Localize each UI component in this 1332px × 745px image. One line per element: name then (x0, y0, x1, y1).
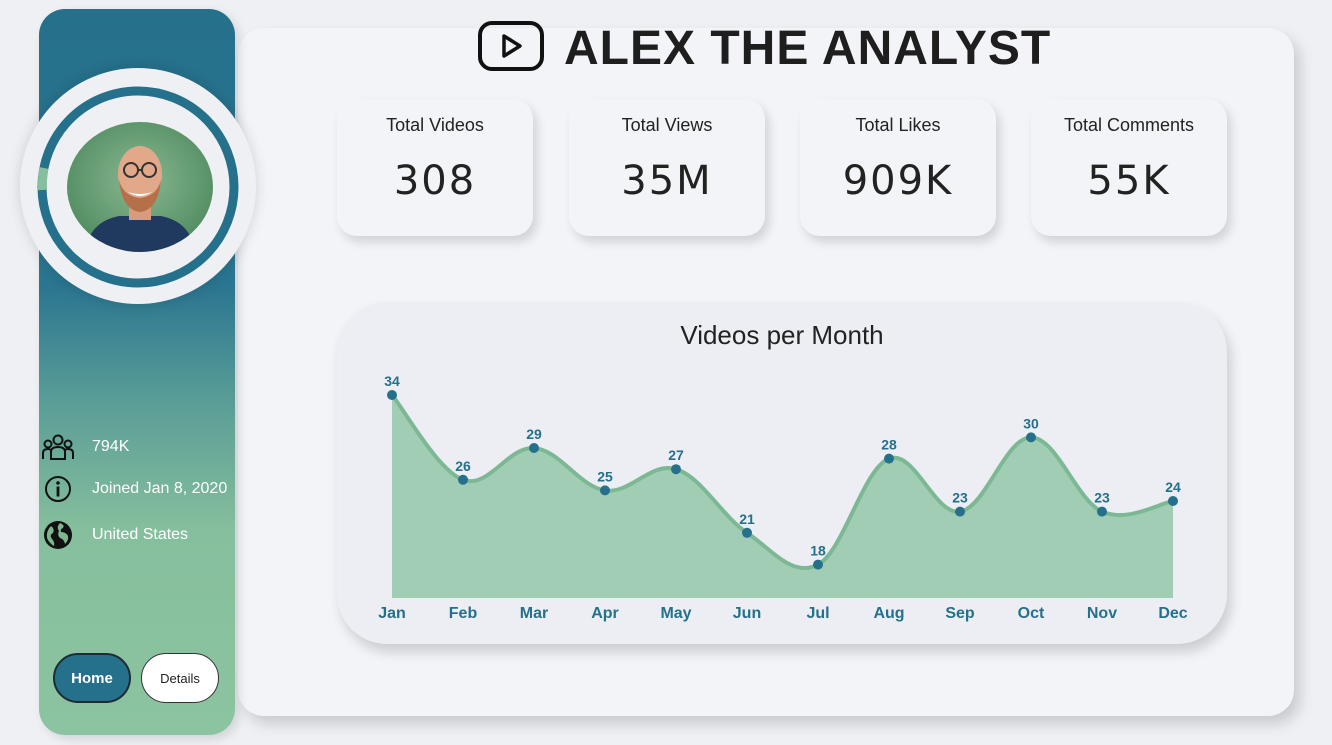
data-label: 34 (384, 373, 400, 389)
joined-row: Joined Jan 8, 2020 (42, 474, 227, 504)
x-tick-label: Oct (1018, 605, 1045, 622)
home-button[interactable]: Home (53, 653, 131, 703)
kpi-total-views: Total Views 35M (569, 99, 765, 236)
profile-photo (67, 122, 213, 252)
data-label: 18 (810, 543, 826, 559)
data-point[interactable] (671, 464, 681, 475)
x-tick-label: Nov (1087, 605, 1117, 622)
x-tick-label: Sep (945, 605, 975, 622)
data-label: 23 (1094, 490, 1110, 506)
country: United States (92, 526, 189, 543)
globe-icon (42, 520, 74, 550)
page-header: ALEX THE ANALYST (478, 18, 1051, 78)
x-tick-label: Dec (1158, 605, 1187, 622)
youtube-play-icon (478, 20, 544, 77)
data-label: 30 (1023, 415, 1039, 431)
data-label: 23 (952, 490, 968, 506)
x-tick-label: Jun (733, 605, 761, 622)
data-point[interactable] (529, 443, 539, 453)
subscribers-row: 794K (42, 432, 129, 462)
data-label: 24 (1165, 479, 1181, 495)
x-tick-label: Apr (591, 605, 619, 622)
x-tick-label: Mar (520, 605, 548, 622)
kpi-total-likes: Total Likes 909K (800, 99, 996, 236)
data-label: 27 (668, 447, 684, 463)
users-icon (42, 432, 74, 462)
details-button[interactable]: Details (141, 653, 219, 703)
avatar (20, 68, 256, 304)
joined-date: Joined Jan 8, 2020 (92, 480, 228, 497)
avatar-ring (37, 86, 239, 288)
data-point[interactable] (955, 506, 965, 517)
x-tick-label: May (660, 605, 691, 622)
kpi-label: Total Likes (855, 115, 941, 135)
x-tick-label: Aug (873, 605, 904, 622)
kpi-value: 55K (1087, 158, 1171, 204)
info-icon (42, 474, 74, 504)
kpi-label: Total Videos (386, 115, 484, 135)
chart-plot: 34 Jan 26 Feb 29 Mar 25 Apr 27 May 21 Jun 18 Jul 28 Aug… (378, 373, 1188, 622)
data-point[interactable] (884, 453, 894, 464)
data-point[interactable] (387, 390, 397, 400)
series-area (392, 395, 1173, 598)
kpi-total-videos: Total Videos 308 (337, 99, 533, 236)
data-label: 28 (881, 437, 897, 453)
data-label: 21 (739, 511, 755, 527)
data-point[interactable] (742, 527, 752, 538)
data-point[interactable] (1097, 506, 1107, 517)
kpi-value: 35M (621, 158, 713, 204)
x-tick-label: Feb (449, 605, 478, 622)
data-point[interactable] (1168, 496, 1178, 506)
kpi-value: 308 (393, 158, 477, 204)
kpi-value: 909K (842, 158, 954, 204)
data-point[interactable] (813, 559, 823, 570)
kpi-label: Total Comments (1063, 115, 1195, 135)
data-label: 29 (526, 426, 542, 442)
kpi-label: Total Views (621, 115, 713, 135)
x-tick-label: Jan (378, 605, 406, 622)
data-point[interactable] (458, 474, 468, 485)
data-point[interactable] (600, 485, 610, 496)
data-label: 25 (597, 468, 613, 484)
subscriber-count: 794K (92, 438, 130, 455)
country-row: United States (42, 520, 188, 550)
data-point[interactable] (1026, 432, 1036, 443)
page-title: ALEX THE ANALYST (564, 21, 1052, 75)
x-tick-label: Jul (806, 605, 829, 622)
chart-title: Videos per Month (680, 320, 884, 350)
data-label: 26 (455, 458, 471, 474)
videos-per-month-chart: Videos per Month 34 Jan 26 Feb 29 Mar 25 Apr 27 M… (337, 302, 1227, 644)
kpi-total-comments: Total Comments 55K (1031, 99, 1227, 236)
